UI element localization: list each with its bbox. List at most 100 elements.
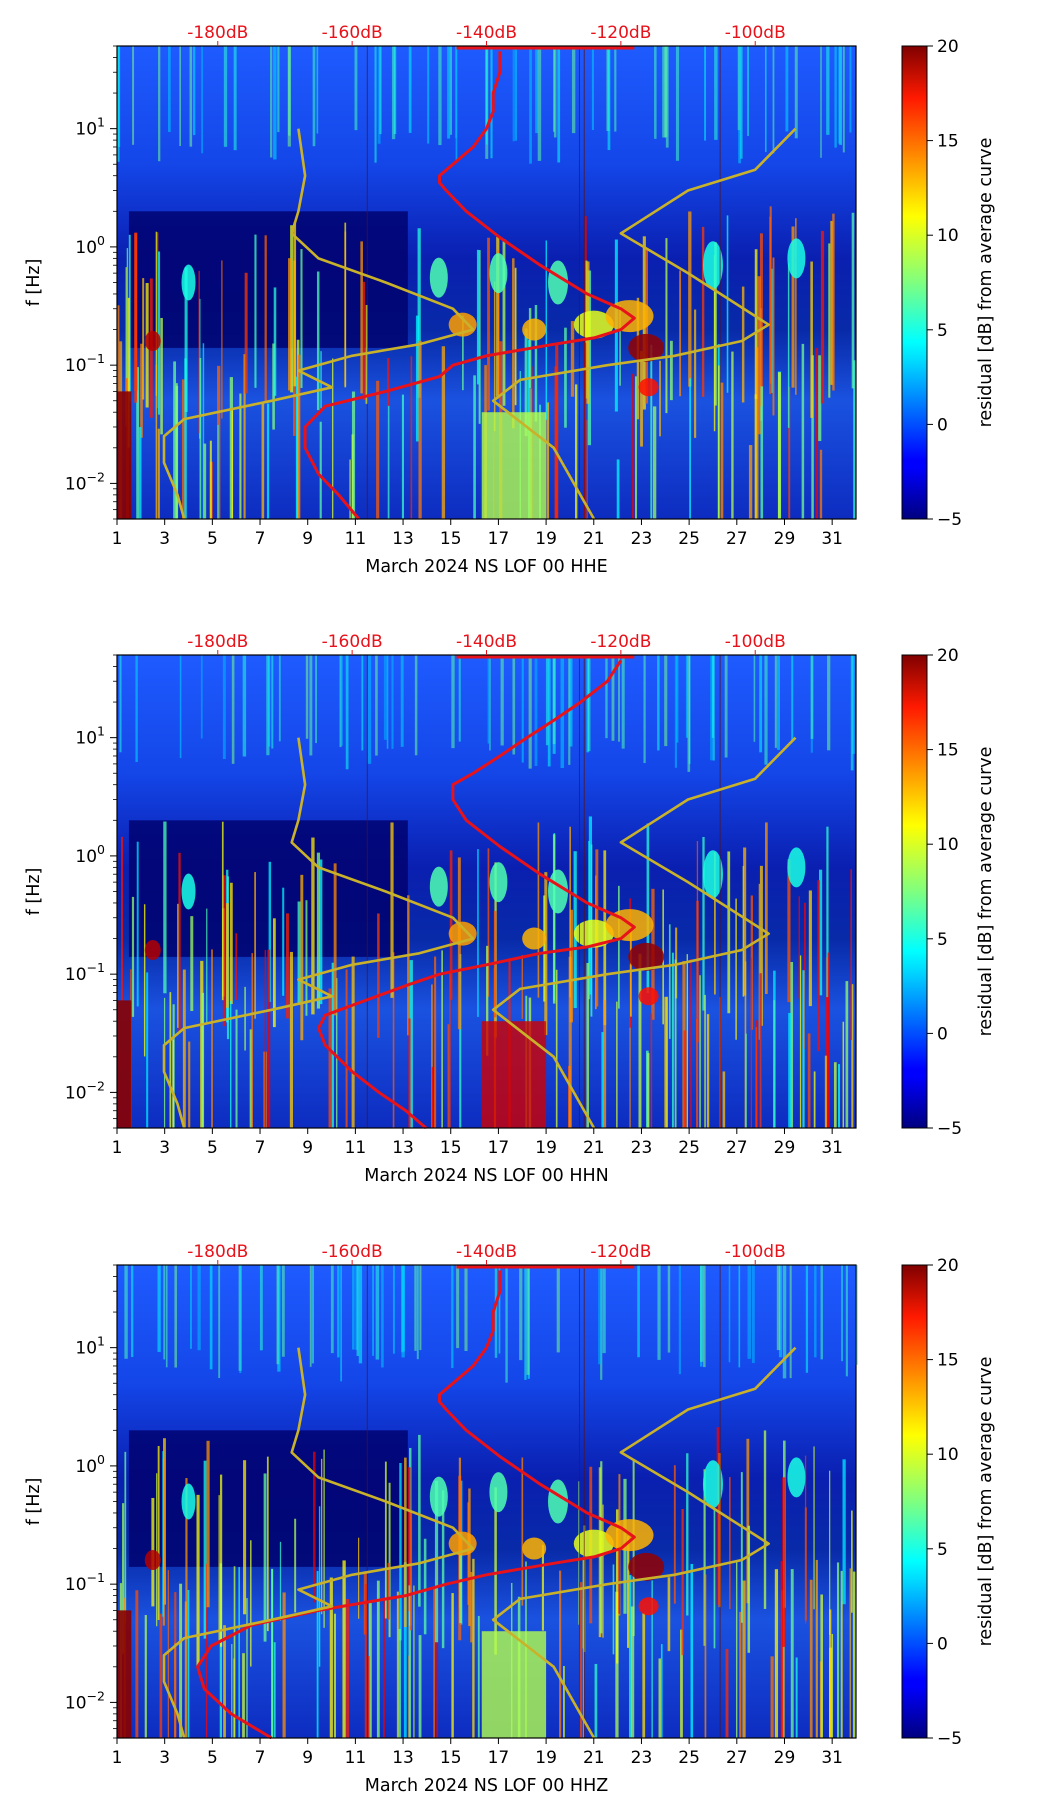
event-streak [665, 238, 668, 414]
hf-streak [200, 655, 203, 739]
hf-streak [315, 655, 318, 744]
event-streak [617, 885, 620, 1009]
x-tick-label: 29 [774, 1748, 796, 1768]
hf-streak [267, 655, 271, 747]
event-streak [408, 1018, 411, 1128]
top-tick-label: -140dB [456, 1242, 517, 1262]
event-streak [156, 232, 159, 409]
event-streak [787, 263, 790, 428]
hf-streak [820, 46, 822, 158]
x-tick-label: 7 [255, 1138, 266, 1158]
hf-streak [361, 655, 364, 751]
hf-streak [375, 655, 378, 756]
event-streak [791, 226, 795, 388]
event-streak [127, 297, 130, 448]
event-streak [842, 1459, 846, 1605]
hf-streak [826, 46, 830, 135]
hf-streak [764, 46, 767, 153]
x-tick-label: 13 [392, 1138, 414, 1158]
event-streak [436, 1561, 439, 1738]
residual-peak [548, 1479, 569, 1524]
hf-streak [259, 1265, 263, 1351]
hf-streak [489, 655, 491, 751]
event-streak [586, 962, 589, 1128]
hf-streak [738, 1265, 741, 1368]
residual-peak [181, 873, 196, 910]
event-streak [294, 1518, 297, 1613]
event-streak [293, 222, 297, 387]
event-streak [476, 249, 479, 385]
event-streak [552, 834, 556, 1004]
event-streak [160, 317, 163, 435]
event-streak [201, 992, 205, 1128]
event-streak [645, 1050, 649, 1128]
hf-streak [751, 1265, 755, 1364]
curve-noise-model-bounds-high- [491, 127, 797, 520]
hf-streak [519, 1265, 523, 1361]
hf-streak [703, 1265, 706, 1368]
event-streak [346, 1599, 350, 1738]
hf-streak [776, 1265, 781, 1351]
hf-streak [665, 46, 669, 148]
hf-streak [374, 46, 377, 163]
event-streak [387, 1562, 390, 1620]
event-streak [320, 1458, 323, 1615]
event-streak [305, 900, 308, 1016]
top-tick-label: -140dB [456, 23, 517, 43]
hf-streak [664, 46, 668, 137]
event-streak [376, 380, 380, 519]
x-tick-label: 5 [207, 1138, 218, 1158]
event-streak [273, 287, 277, 396]
curve-median-psd-curve [317, 659, 636, 1130]
event-streak [827, 952, 830, 1128]
event-streak [134, 233, 137, 403]
hf-streak [451, 1265, 454, 1369]
hf-streak [739, 46, 743, 159]
event-streak [441, 1490, 445, 1649]
hf-streak [163, 1265, 166, 1360]
event-streak [652, 406, 657, 519]
hf-streak [192, 46, 196, 136]
hf-streak [607, 46, 611, 151]
hf-streak [637, 1265, 640, 1358]
hf-streak [277, 1265, 281, 1372]
hf-streak [135, 655, 138, 762]
x-tick-label: 23 [631, 1748, 653, 1768]
event-streak [263, 1473, 267, 1642]
hf-streak [774, 655, 777, 748]
colorbar-tick-label: 20 [937, 1256, 959, 1276]
colorbar-tick-label: 5 [937, 321, 948, 341]
event-streak [249, 1029, 253, 1128]
event-streak [159, 1613, 163, 1738]
event-streak [251, 953, 253, 1128]
residual-peak [628, 333, 665, 362]
hf-streak [222, 655, 226, 760]
hf-streak [355, 1265, 358, 1350]
event-streak [399, 1462, 402, 1641]
hf-streak [849, 46, 852, 133]
event-streak [772, 257, 775, 416]
top-tick-label: -180dB [187, 632, 248, 652]
event-streak [787, 859, 791, 1003]
hf-streak [704, 46, 707, 141]
hf-streak [414, 655, 418, 756]
event-streak [754, 249, 758, 400]
hf-streak [197, 1265, 201, 1351]
event-streak [493, 281, 496, 432]
hf-streak [414, 1265, 417, 1351]
event-streak [750, 957, 753, 1128]
hf-streak [602, 1265, 606, 1354]
hf-streak [521, 655, 524, 763]
event-streak [398, 1628, 401, 1738]
x-tick-label: 1 [112, 529, 123, 549]
event-streak [316, 852, 321, 1009]
curve-noise-model-bounds-high- [491, 1346, 797, 1739]
hf-streak [312, 46, 316, 147]
event-streak [146, 972, 149, 1128]
event-streak [850, 869, 852, 1040]
colorbar-tick-label: 5 [937, 930, 948, 950]
event-streak [311, 837, 315, 1015]
event-streak [780, 1561, 784, 1738]
event-streak [477, 1615, 480, 1738]
